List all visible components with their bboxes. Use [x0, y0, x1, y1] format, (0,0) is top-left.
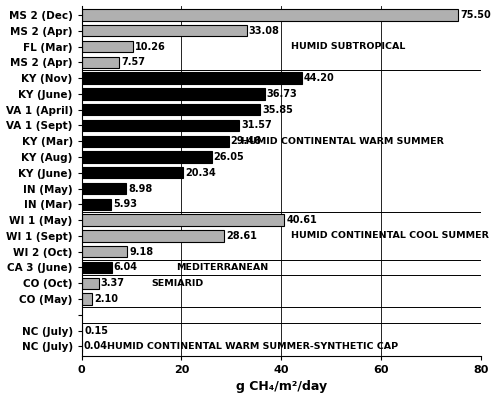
- Text: 2.10: 2.10: [94, 294, 118, 304]
- Bar: [82, 230, 225, 242]
- Text: 0.15: 0.15: [84, 326, 108, 336]
- Text: 75.50: 75.50: [460, 10, 491, 20]
- Bar: [82, 73, 302, 84]
- Bar: [82, 278, 98, 289]
- Bar: [82, 9, 458, 21]
- Text: 35.85: 35.85: [262, 105, 294, 115]
- Text: 29.46: 29.46: [230, 136, 262, 146]
- Bar: [82, 104, 260, 115]
- Text: 36.73: 36.73: [267, 89, 298, 99]
- Bar: [82, 262, 112, 273]
- Text: 6.04: 6.04: [114, 263, 138, 273]
- Text: 5.93: 5.93: [114, 200, 138, 209]
- Text: 40.61: 40.61: [286, 215, 317, 225]
- Text: MEDITERRANEAN: MEDITERRANEAN: [176, 263, 268, 272]
- Bar: [82, 25, 246, 36]
- Bar: [82, 167, 183, 178]
- Text: 7.57: 7.57: [122, 57, 146, 67]
- X-axis label: g CH₄/m²/day: g CH₄/m²/day: [236, 380, 326, 393]
- Text: 28.61: 28.61: [226, 231, 257, 241]
- Text: HUMID SUBTROPICAL: HUMID SUBTROPICAL: [291, 42, 406, 51]
- Text: 20.34: 20.34: [185, 168, 216, 178]
- Text: 44.20: 44.20: [304, 73, 335, 83]
- Text: 0.04: 0.04: [84, 342, 108, 352]
- Bar: [82, 199, 112, 210]
- Text: HUMID CONTINENTAL COOL SUMMER: HUMID CONTINENTAL COOL SUMMER: [291, 231, 489, 241]
- Text: 8.98: 8.98: [128, 184, 152, 194]
- Bar: [82, 246, 128, 257]
- Text: 9.18: 9.18: [130, 247, 154, 257]
- Bar: [82, 57, 120, 68]
- Text: 10.26: 10.26: [135, 41, 166, 51]
- Bar: [82, 88, 265, 100]
- Text: 3.37: 3.37: [100, 278, 124, 288]
- Bar: [82, 120, 239, 131]
- Bar: [82, 183, 126, 194]
- Bar: [82, 215, 284, 226]
- Bar: [82, 151, 212, 163]
- Text: SEMIARID: SEMIARID: [152, 279, 204, 288]
- Text: 26.05: 26.05: [214, 152, 244, 162]
- Text: 33.08: 33.08: [248, 26, 280, 36]
- Text: HUMID CONTINENTAL WARM SUMMER: HUMID CONTINENTAL WARM SUMMER: [242, 137, 444, 146]
- Bar: [82, 293, 92, 305]
- Bar: [82, 136, 229, 147]
- Text: HUMID CONTINENTAL WARM SUMMER-SYNTHETIC CAP: HUMID CONTINENTAL WARM SUMMER-SYNTHETIC …: [106, 342, 398, 351]
- Text: 31.57: 31.57: [241, 120, 272, 130]
- Bar: [82, 41, 133, 52]
